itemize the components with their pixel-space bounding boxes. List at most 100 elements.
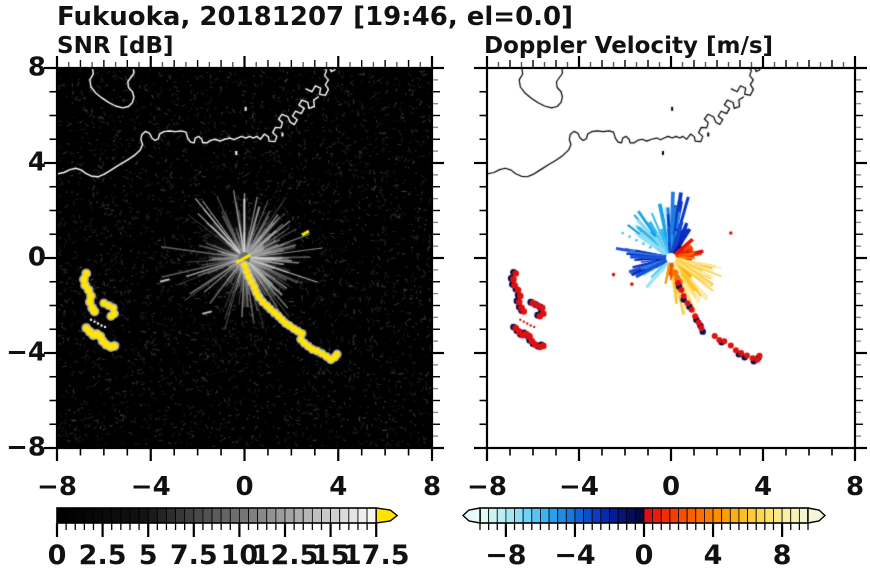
- snr-colorbar-frame: [56, 507, 378, 524]
- colorbar-cell: [678, 507, 688, 524]
- colorbar-cell: [275, 507, 286, 524]
- x-tick-label: 0: [235, 472, 254, 502]
- x-tick-label: 8: [422, 472, 442, 502]
- colorbar-cell: [531, 507, 541, 524]
- x-tick-label: 4: [329, 472, 348, 502]
- colorbar-cell: [147, 507, 158, 524]
- velocity-colorbar-label: 8: [772, 540, 792, 570]
- colorbar-cell: [609, 507, 619, 524]
- colorbar-cell: [557, 507, 567, 524]
- colorbar-cell: [175, 507, 186, 524]
- colorbar-cell: [102, 507, 113, 524]
- colorbar-cell: [74, 507, 85, 524]
- y-tick-label: −4: [6, 337, 46, 368]
- snr-panel-title: SNR [dB]: [57, 33, 174, 59]
- snr-plot-canvas: [57, 68, 432, 448]
- colorbar-cell: [591, 507, 602, 524]
- colorbar-cell: [798, 507, 809, 524]
- colorbar-cell: [83, 507, 94, 524]
- colorbar-cell: [773, 507, 783, 524]
- colorbar-cell: [721, 507, 731, 524]
- colorbar-cell: [747, 507, 757, 524]
- colorbar-cell: [129, 507, 140, 524]
- x-tick-label: 4: [753, 472, 773, 502]
- colorbar-cell: [202, 507, 213, 524]
- colorbar-cell: [93, 507, 104, 524]
- colorbar-cell: [311, 507, 322, 524]
- velocity-colorbar-label: 0: [634, 540, 654, 570]
- colorbar-cell: [238, 507, 249, 524]
- colorbar-cell: [574, 507, 584, 524]
- snr-colorbar-label: 12.5: [251, 540, 319, 570]
- snr-colorbar-label: 2.5: [78, 540, 127, 570]
- velocity-colorbar-label: 4: [703, 540, 723, 570]
- colorbar-cell: [120, 507, 131, 524]
- colorbar-cell: [522, 507, 533, 524]
- colorbar-cell: [357, 507, 368, 524]
- colorbar-cell: [166, 507, 176, 524]
- x-tick-label: 0: [661, 472, 681, 502]
- colorbar-cell: [111, 507, 122, 524]
- snr-colorbar-overflow-arrow: [375, 507, 399, 524]
- x-tick-label: −8: [37, 472, 77, 502]
- colorbar-cell: [479, 507, 490, 524]
- snr-colorbar-label: 15: [311, 540, 350, 570]
- colorbar-cell: [583, 507, 593, 524]
- colorbar-cell: [193, 507, 204, 524]
- colorbar-cell: [738, 507, 748, 524]
- colorbar-cell: [781, 507, 792, 524]
- colorbar-cell: [330, 507, 341, 524]
- y-tick-label: 8: [27, 52, 46, 83]
- snr-colorbar-label: 17.5: [342, 540, 410, 570]
- velocity-plot-canvas: [487, 68, 855, 448]
- velocity-colorbar-label: −4: [554, 540, 596, 570]
- velocity-colorbar-frame: [479, 507, 809, 524]
- snr-colorbar-label: 7.5: [169, 540, 218, 570]
- y-tick-label: −8: [6, 432, 46, 463]
- velocity-colorbar-high-arrow: [807, 507, 827, 524]
- x-tick-label: −4: [130, 472, 171, 502]
- colorbar-cell: [293, 507, 304, 524]
- colorbar-cell: [496, 507, 507, 524]
- colorbar-cell: [669, 507, 679, 524]
- x-tick-label: −4: [559, 472, 599, 502]
- velocity-panel-title: Doppler Velocity [m/s]: [484, 33, 774, 59]
- snr-colorbar-label: 5: [138, 540, 158, 570]
- colorbar-cell: [505, 507, 515, 524]
- colorbar-cell: [660, 507, 671, 524]
- colorbar-cell: [348, 507, 359, 524]
- colorbar-cell: [488, 507, 498, 524]
- colorbar-cell: [704, 507, 714, 524]
- colorbar-cell: [514, 507, 524, 524]
- colorbar-cell: [634, 507, 645, 524]
- colorbar-cell: [729, 507, 740, 524]
- colorbar-cell: [138, 507, 149, 524]
- colorbar-cell: [56, 507, 67, 524]
- colorbar-cell: [266, 507, 277, 524]
- colorbar-cell: [600, 507, 610, 524]
- colorbar-cell: [643, 507, 654, 524]
- colorbar-cell: [284, 507, 295, 524]
- colorbar-cell: [565, 507, 576, 524]
- snr-colorbar-label: 10: [220, 540, 259, 570]
- colorbar-cell: [229, 507, 240, 524]
- colorbar-cell: [764, 507, 774, 524]
- colorbar-cell: [755, 507, 766, 524]
- figure-title: Fukuoka, 20181207 [19:46, el=0.0]: [57, 2, 574, 32]
- colorbar-cell: [184, 507, 195, 524]
- colorbar-cell: [257, 507, 268, 524]
- colorbar-cell: [156, 507, 167, 524]
- velocity-colorbar-label: −8: [485, 540, 527, 570]
- colorbar-cell: [626, 507, 636, 524]
- colorbar-cell: [211, 507, 222, 524]
- colorbar-cell: [695, 507, 705, 524]
- velocity-colorbar-low-arrow: [461, 507, 481, 524]
- colorbar-cell: [366, 507, 377, 524]
- colorbar-cell: [617, 507, 628, 524]
- colorbar-cell: [540, 507, 550, 524]
- colorbar-cell: [712, 507, 723, 524]
- colorbar-cell: [790, 507, 800, 524]
- colorbar-cell: [220, 507, 231, 524]
- x-tick-label: 8: [845, 472, 865, 502]
- colorbar-cell: [302, 507, 313, 524]
